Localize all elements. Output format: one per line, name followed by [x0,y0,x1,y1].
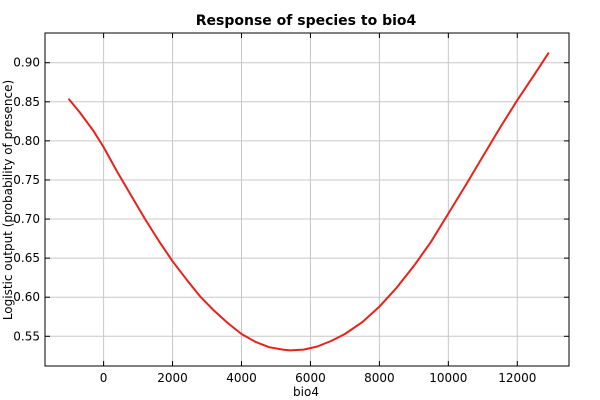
grid [45,33,569,366]
y-tick-label: 0.55 [13,329,40,343]
y-tick-label: 0.65 [13,251,40,265]
y-tick-label: 0.75 [13,173,40,187]
y-tick-label: 0.70 [13,212,40,226]
x-tick-label: 10000 [429,371,467,385]
x-tick-label: 12000 [498,371,536,385]
plot-frame [44,32,570,367]
y-axis: 0.55 0.60 0.65 0.70 0.75 0.80 0.85 0.90 [13,56,569,343]
y-tick-label: 0.90 [13,56,40,70]
x-axis: 0 2000 4000 6000 8000 10000 12000 [100,33,536,385]
response-curve [68,52,550,352]
y-axis-label: Logistic output (probability of presence… [1,80,15,320]
x-axis-label: bio4 [293,385,319,399]
x-tick-label: 2000 [157,371,188,385]
x-tick-label: 8000 [364,371,395,385]
y-tick-label: 0.60 [13,290,40,304]
series-layer [68,52,550,352]
chart-title: Response of species to bio4 [196,13,417,29]
x-tick-label: 0 [100,371,108,385]
y-tick-label: 0.85 [13,95,40,109]
x-tick-label: 4000 [226,371,257,385]
x-tick-label: 6000 [295,371,326,385]
y-tick-label: 0.80 [13,134,40,148]
